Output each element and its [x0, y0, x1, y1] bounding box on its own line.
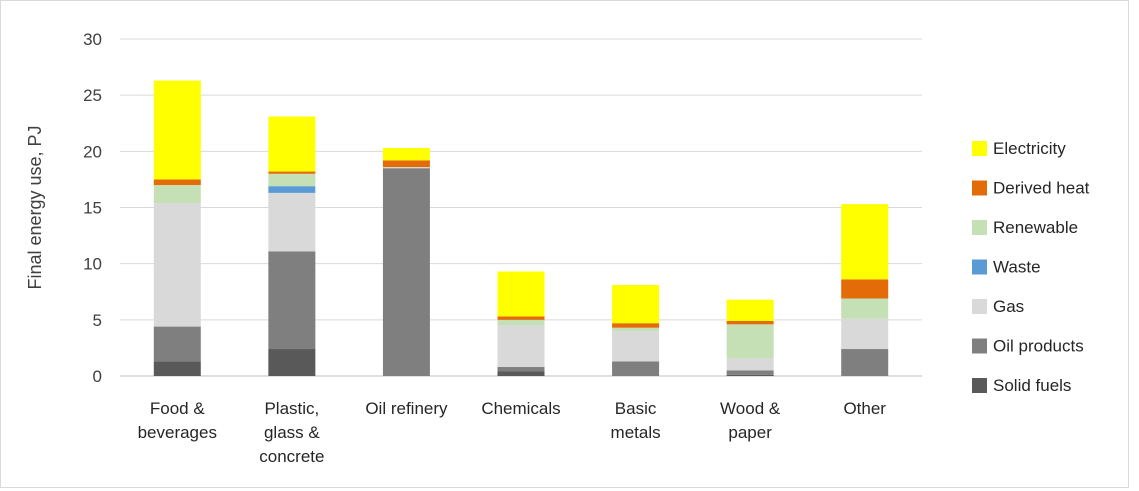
bar-segment [497, 316, 545, 320]
bar-segment [497, 325, 545, 368]
y-tick-label: 20 [83, 142, 102, 161]
x-category-label: beverages [138, 423, 217, 442]
y-tick-label: 5 [93, 311, 102, 330]
y-tick-label: 30 [83, 30, 102, 49]
x-category-label: Oil refinery [365, 399, 448, 418]
bars [153, 80, 889, 376]
bar-segment [153, 80, 201, 180]
bar-segment [726, 358, 774, 371]
bar-segment [268, 116, 316, 172]
y-tick-label: 25 [83, 86, 102, 105]
bar-segment [497, 371, 545, 376]
bar-segment [153, 361, 201, 376]
y-tick-label: 10 [83, 255, 102, 274]
bar-segment [841, 349, 889, 376]
bar-segment [153, 185, 201, 204]
legend-entry: Electricity [993, 139, 1066, 158]
bar-segment [153, 179, 201, 186]
legend-swatch [972, 220, 987, 235]
legend-swatch [972, 180, 987, 196]
x-category-label: metals [611, 423, 661, 442]
bar-segment [841, 318, 889, 350]
bar-segment [497, 367, 545, 372]
legend-swatch [972, 299, 987, 314]
bar-segment [726, 374, 774, 376]
x-category-label: Plastic, [264, 399, 319, 418]
bar-segment [612, 327, 660, 332]
y-axis-ticks: 0 5 10 15 20 25 30 [83, 30, 102, 386]
bar-segment [268, 186, 316, 193]
legend-entry: Gas [993, 297, 1024, 316]
legend-swatch [972, 378, 987, 393]
bar-segment [726, 324, 774, 359]
x-category-label: paper [728, 423, 772, 442]
x-category-label: Other [843, 399, 886, 418]
bar-segment [841, 298, 889, 319]
bar-segment [382, 167, 430, 169]
legend-entry: Renewable [993, 218, 1078, 237]
legend-swatch [972, 338, 987, 354]
bar-segment [726, 299, 774, 321]
bar-segment [726, 370, 774, 375]
x-category-label: Wood & [720, 399, 781, 418]
legend-entry: Derived heat [993, 179, 1090, 198]
x-category-label: glass & [264, 423, 320, 442]
bar-segment [268, 349, 316, 376]
bar-segment [382, 160, 430, 168]
bar-segment [153, 326, 201, 362]
bar-segment [268, 171, 316, 174]
y-axis-label: Final energy use, PJ [25, 125, 45, 289]
bar-segment [612, 285, 660, 324]
x-category-label: Chemicals [481, 399, 560, 418]
bar-segment [382, 147, 430, 161]
y-tick-label: 15 [83, 199, 102, 218]
bar-segment [497, 271, 545, 317]
gridlines [120, 38, 922, 377]
legend-swatch [972, 141, 987, 156]
bar-segment [841, 279, 889, 299]
legend-entry: Oil products [993, 337, 1084, 356]
legend-entry: Solid fuels [993, 376, 1071, 395]
bar-segment [268, 192, 316, 252]
bar-segment [497, 319, 545, 326]
y-tick-label: 0 [93, 367, 102, 386]
x-category-label: Basic [615, 399, 657, 418]
x-axis-categories: Food & beverages Plastic, glass & concrete Oi… [138, 399, 887, 466]
bar-segment [612, 361, 660, 376]
bar-segment [268, 251, 316, 350]
bar-segment [841, 204, 889, 280]
bar-segment [268, 173, 316, 187]
bar-segment [612, 331, 660, 362]
legend-entry: Waste [993, 258, 1041, 277]
legend: Electricity Derived heat Renewable Waste Gas… [972, 139, 1090, 395]
legend-swatch [972, 259, 987, 275]
bar-segment [726, 320, 774, 325]
bar-segment [382, 168, 430, 376]
x-category-label: concrete [259, 447, 324, 466]
bar-segment [153, 203, 201, 327]
bar-segment [612, 323, 660, 328]
x-category-label: Food & [150, 399, 205, 418]
